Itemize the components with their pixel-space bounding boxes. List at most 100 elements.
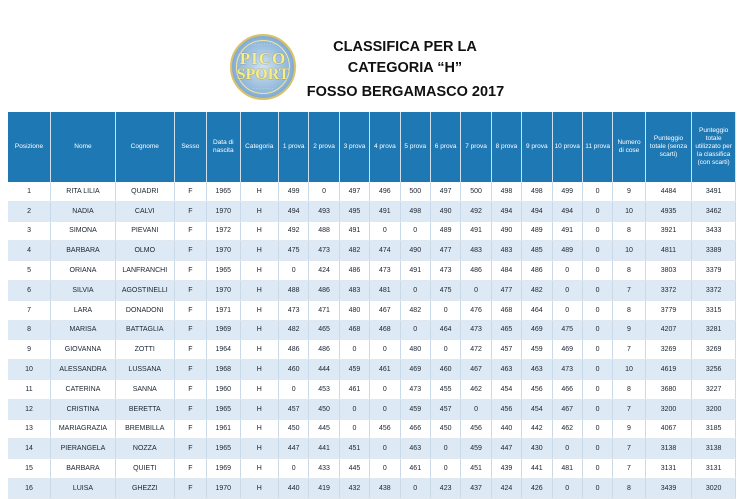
table-cell: H xyxy=(240,399,279,420)
table-cell: 0 xyxy=(582,379,614,400)
table-cell: SILVIA xyxy=(50,280,116,301)
table-cell: 6 xyxy=(8,280,52,301)
table-cell: ZOTTI xyxy=(115,339,175,361)
table-cell: 1971 xyxy=(206,300,241,321)
pico-sport-logo: · · · · · · · · PICO SPORT · · · · · · · xyxy=(230,34,296,100)
table-cell: 473 xyxy=(400,379,431,400)
table-row: 5 ORIANA LANFRANCHI F 1965 H 0 424 486 473 491 473 4… xyxy=(8,260,736,281)
table-cell: 481 xyxy=(369,280,401,301)
table-cell: 497 xyxy=(430,182,462,202)
table-cell: 466 xyxy=(552,379,583,400)
table-cell: 494 xyxy=(521,201,553,222)
column-header: 2 prova xyxy=(308,112,340,182)
table-cell: 426 xyxy=(521,478,553,499)
logo-word-sport: SPORT xyxy=(236,66,290,83)
table-cell: H xyxy=(240,478,279,499)
table-cell: 486 xyxy=(521,260,553,281)
table-cell: 473 xyxy=(369,260,401,281)
table-cell: 0 xyxy=(582,260,614,281)
table-cell: 0 xyxy=(552,260,583,281)
table-cell: 482 xyxy=(521,280,553,301)
table-cell: 473 xyxy=(308,240,340,262)
table-cell: F xyxy=(174,458,208,479)
table-cell: 0 xyxy=(582,478,614,499)
table-cell: SIMONA xyxy=(50,221,116,242)
table-cell: 491 xyxy=(400,260,431,281)
column-header: 6 prova xyxy=(430,112,462,182)
table-cell: 486 xyxy=(308,280,340,301)
table-cell: 0 xyxy=(369,221,401,242)
table-cell: 461 xyxy=(339,379,371,400)
table-cell: 475 xyxy=(552,320,583,341)
table-cell: 473 xyxy=(552,359,583,380)
table-cell: 0 xyxy=(430,300,462,321)
table-cell: 459 xyxy=(521,339,553,361)
table-cell: 461 xyxy=(400,458,431,479)
table-cell: 430 xyxy=(521,438,553,460)
column-header: 7 prova xyxy=(460,112,492,182)
table-cell: 11 xyxy=(8,379,52,400)
table-cell: 439 xyxy=(491,458,523,479)
table-cell: 8 xyxy=(612,260,646,281)
table-row: 14 PIERANGELA NOZZA F 1965 H 447 441 451 0 463 0 459… xyxy=(8,438,736,460)
table-cell: 4 xyxy=(8,240,52,262)
table-cell: 10 xyxy=(8,359,52,380)
column-header: Punteggio totale utilizzato per la class… xyxy=(691,112,736,182)
column-header: Posizione xyxy=(8,112,52,182)
table-cell: F xyxy=(174,339,208,361)
table-cell: 1970 xyxy=(206,240,241,262)
table-row: 3 SIMONA PIEVANI F 1972 H 492 488 491 0 0 489 491 490… xyxy=(8,221,736,242)
column-header: 3 prova xyxy=(339,112,371,182)
table-cell: 0 xyxy=(369,379,401,400)
table-cell: 8 xyxy=(612,379,646,400)
table-cell: 471 xyxy=(308,300,340,321)
table-cell: 457 xyxy=(278,399,310,420)
table-cell: 4484 xyxy=(645,182,693,202)
table-cell: 0 xyxy=(400,221,431,242)
table-cell: 492 xyxy=(278,221,310,242)
table-cell: 466 xyxy=(400,419,431,440)
table-cell: 498 xyxy=(400,201,431,222)
table-cell: DONADONI xyxy=(115,300,175,321)
table-cell: 483 xyxy=(460,240,492,262)
table-cell: 423 xyxy=(430,478,462,499)
table-cell: 468 xyxy=(491,300,523,321)
table-cell: 0 xyxy=(369,438,401,460)
table-cell: 3389 xyxy=(691,240,736,262)
table-cell: 484 xyxy=(491,260,523,281)
table-cell: 4067 xyxy=(645,419,693,440)
table-cell: 472 xyxy=(460,339,492,361)
table-cell: 475 xyxy=(430,280,462,301)
table-cell: 10 xyxy=(612,201,646,222)
table-cell: 486 xyxy=(460,260,492,281)
column-header: 9 prova xyxy=(521,112,553,182)
table-cell: 1964 xyxy=(206,339,241,361)
table-cell: 467 xyxy=(460,359,492,380)
table-cell: NADIA xyxy=(50,201,116,222)
table-cell: 3269 xyxy=(645,339,693,361)
table-cell: 462 xyxy=(552,419,583,440)
table-cell: 0 xyxy=(460,280,492,301)
table-cell: 477 xyxy=(491,280,523,301)
table-cell: 492 xyxy=(460,201,492,222)
table-cell: BARBARA xyxy=(50,458,116,479)
table-cell: 456 xyxy=(521,379,553,400)
table-cell: 0 xyxy=(582,438,614,460)
table-cell: 493 xyxy=(308,201,340,222)
table-cell: 0 xyxy=(430,339,462,361)
table-cell: QUADRI xyxy=(115,182,175,202)
table-cell: 450 xyxy=(430,419,462,440)
table-cell: GIOVANNA xyxy=(50,339,116,361)
table-cell: 7 xyxy=(612,280,646,301)
table-cell: 424 xyxy=(308,260,340,281)
table-cell: H xyxy=(240,438,279,460)
title-line-1: CLASSIFICA PER LA xyxy=(333,39,477,55)
table-row: 8 MARISA BATTAGLIA F 1969 H 482 465 468 468 0 464 47… xyxy=(8,320,736,341)
column-header: Nome xyxy=(50,112,116,182)
table-cell: 0 xyxy=(278,379,310,400)
table-cell: NOZZA xyxy=(115,438,175,460)
table-cell: 491 xyxy=(339,221,371,242)
table-cell: 457 xyxy=(491,339,523,361)
table-cell: 3462 xyxy=(691,201,736,222)
table-cell: 483 xyxy=(339,280,371,301)
